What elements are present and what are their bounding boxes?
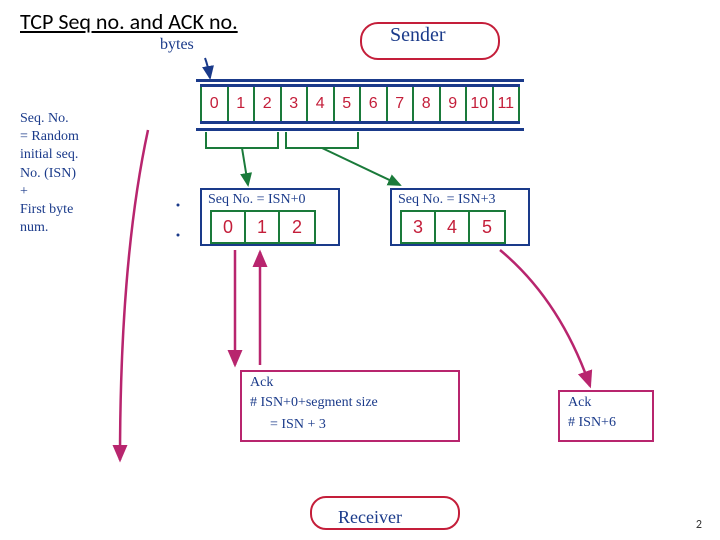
byte-cell: 8 (412, 87, 439, 121)
page-title: TCP Seq no. and ACK no. (20, 8, 238, 35)
seg-cell: 5 (470, 212, 504, 242)
segment1-box: 0 1 2 (210, 210, 316, 244)
byte-cell: 2 (253, 87, 280, 121)
ack1-expr2: = ISN + 3 (270, 416, 326, 434)
stream-bottom-bar (196, 128, 524, 131)
seg-cell: 2 (280, 212, 314, 242)
byte-cell: 10 (465, 87, 492, 121)
seqno-line: First byte (20, 201, 150, 219)
seqno-line: initial seq. (20, 146, 150, 164)
page-number: 2 (696, 518, 702, 532)
byte-cell: 6 (359, 87, 386, 121)
receiver-label: Receiver (338, 507, 402, 528)
byte-cell: 11 (492, 87, 521, 121)
byte-cell: 5 (333, 87, 360, 121)
byte-stream: 0 1 2 3 4 5 6 7 8 9 10 11 (200, 84, 520, 124)
segment2-box: 3 4 5 (400, 210, 506, 244)
seg-cell: 3 (402, 212, 436, 242)
seg-cell: 4 (436, 212, 470, 242)
seqno-line: = Random (20, 128, 150, 146)
ack2-expr: # ISN+6 (568, 414, 616, 432)
stream-top-bar (196, 79, 524, 82)
seqno-line: No. (ISN) (20, 165, 150, 183)
byte-cell: 1 (227, 87, 254, 121)
seqno-definition: Seq. No. = Random initial seq. No. (ISN)… (20, 110, 150, 237)
bytes-label: bytes (160, 36, 194, 54)
byte-cell: 3 (280, 87, 307, 121)
seg-cell: 0 (212, 212, 246, 242)
byte-cell: 9 (439, 87, 466, 121)
ack1-title: Ack (250, 374, 273, 392)
ack1-expr1: # ISN+0+segment size (250, 394, 378, 412)
byte-cell: 0 (200, 87, 227, 121)
byte-cell: 7 (386, 87, 413, 121)
seqno-line: num. (20, 219, 150, 237)
sender-label: Sender (390, 24, 446, 47)
ack2-title: Ack (568, 394, 591, 412)
seg-cell: 1 (246, 212, 280, 242)
seqno-line: Seq. No. (20, 110, 150, 128)
byte-cell: 4 (306, 87, 333, 121)
seqno-line: + (20, 183, 150, 201)
